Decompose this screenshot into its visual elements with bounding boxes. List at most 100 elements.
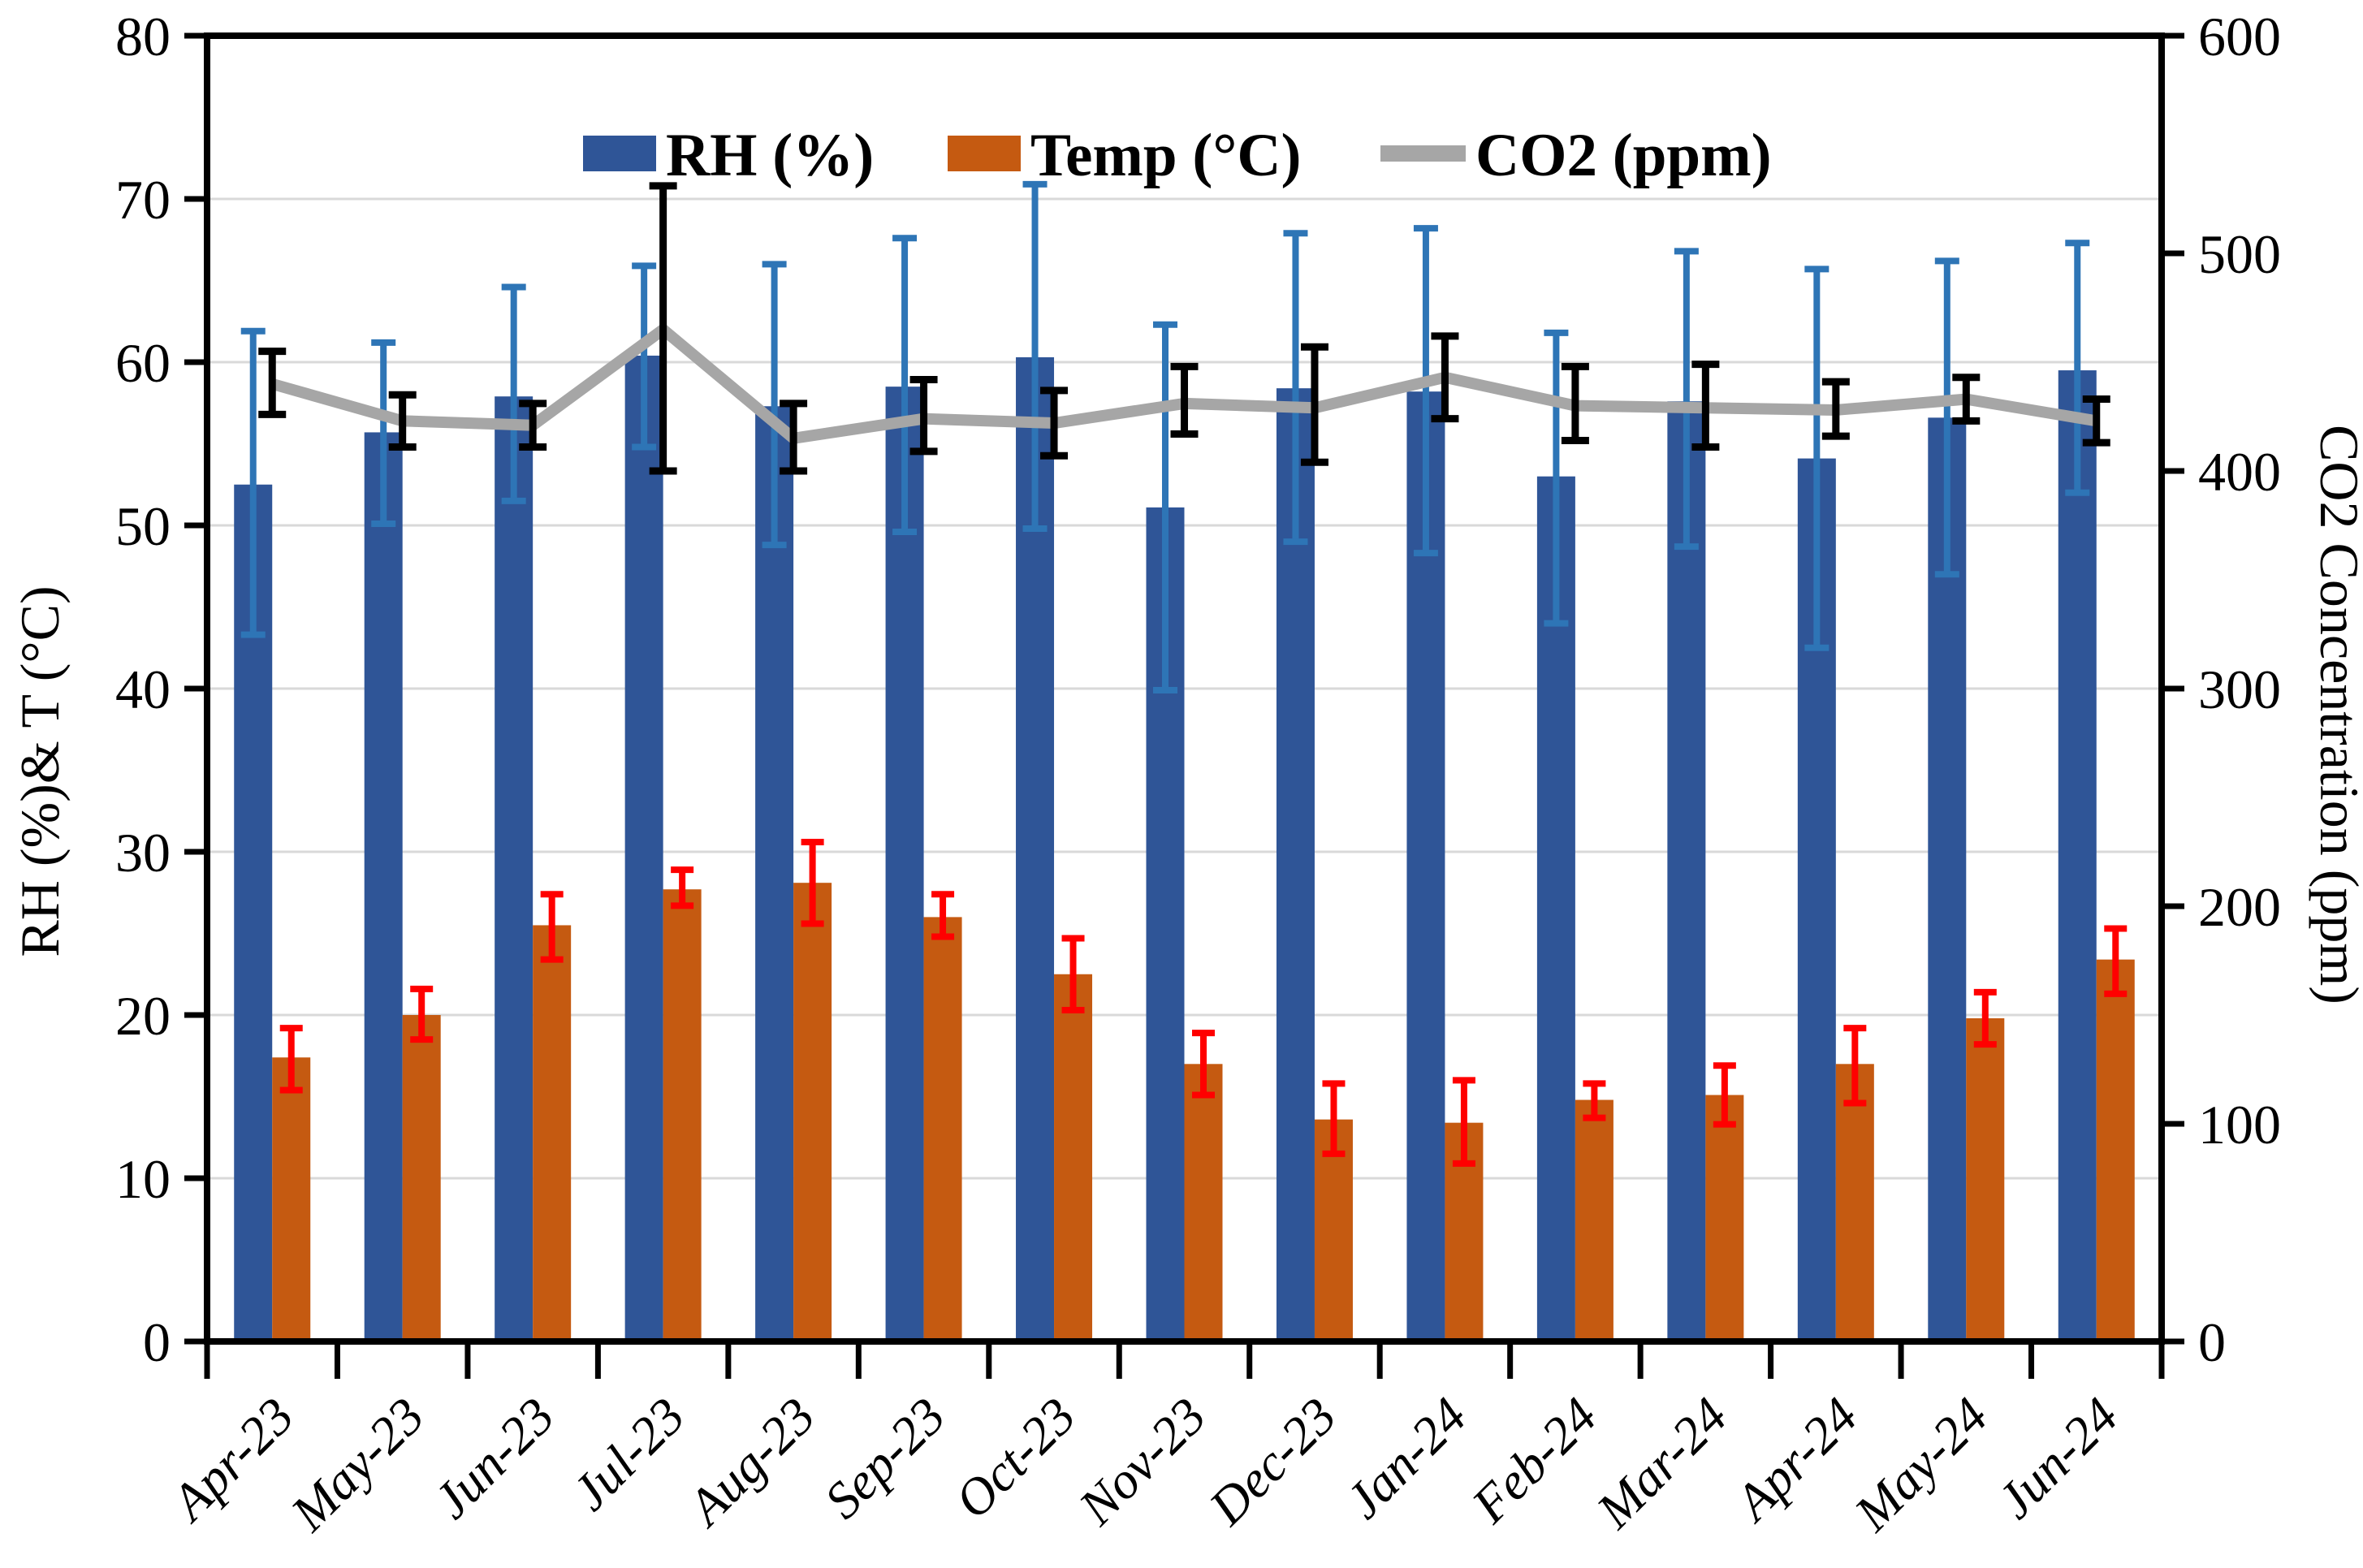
errorbar-temp-Sep-23 [931, 891, 955, 940]
y-right-tick-label-400: 400 [2198, 441, 2281, 503]
errorbar-rh-Dec-23 [1283, 230, 1308, 546]
bar-temp-Jun-23 [533, 925, 572, 1341]
x-label-Nov-23: Nov-23 [1067, 1387, 1216, 1536]
bar-temp-Feb-24 [1575, 1099, 1613, 1341]
bar-rh-Jun-24 [2058, 370, 2097, 1341]
errorbar-co2-Oct-23 [1040, 387, 1069, 460]
errorbar-rh-Apr-24 [1804, 266, 1829, 651]
x-label-Jun-23: Jun-23 [422, 1387, 565, 1530]
x-label-May-23: May-23 [279, 1387, 435, 1543]
errorbar-rh-Jul-23 [632, 262, 657, 451]
errorbar-co2-Apr-24 [1821, 378, 1850, 440]
bar-rh-Jun-23 [495, 396, 534, 1342]
bar-rh-Aug-23 [755, 406, 794, 1341]
y-left-tick-label-10: 10 [115, 1148, 171, 1210]
bar-temp-May-23 [402, 1015, 441, 1341]
y-left-tick-label-20: 20 [115, 985, 171, 1047]
y-left-tick-label-80: 80 [115, 6, 171, 67]
y-right-tick-label-0: 0 [2198, 1311, 2226, 1373]
errorbar-co2-Nov-23 [1170, 362, 1199, 438]
x-label-Jul-23: Jul-23 [561, 1387, 696, 1522]
bar-rh-Sep-23 [885, 387, 924, 1341]
y-left-tick-label-0: 0 [143, 1311, 171, 1373]
errorbar-co2-Jun-24 [2082, 395, 2110, 447]
x-label-Sep-23: Sep-23 [814, 1387, 957, 1530]
bar-temp-Apr-23 [272, 1057, 311, 1341]
errorbar-co2-Jul-23 [649, 182, 677, 475]
bar-temp-Apr-24 [1835, 1064, 1874, 1341]
bar-rh-Mar-24 [1667, 401, 1706, 1341]
legend-label-co2: CO2 (ppm) [1475, 122, 1772, 189]
x-label-May-24: May-24 [1843, 1387, 1999, 1543]
legend-swatch-rh [583, 136, 656, 171]
y-right-tick-label-200: 200 [2198, 876, 2281, 938]
y-left-tick-label-50: 50 [115, 495, 171, 557]
bar-temp-Jun-24 [2096, 959, 2135, 1341]
errorbar-co2-Jun-23 [519, 400, 547, 451]
errorbar-co2-May-23 [388, 391, 417, 451]
bar-temp-Mar-24 [1705, 1095, 1744, 1341]
bar-errorbars-layer [240, 180, 2128, 1167]
errorbar-rh-Feb-24 [1544, 329, 1569, 627]
bar-temp-Jul-23 [663, 889, 702, 1341]
errorbar-temp-Dec-23 [1322, 1080, 1346, 1157]
errorbar-rh-May-24 [1934, 257, 1959, 578]
y-right-tick-label-500: 500 [2198, 223, 2281, 285]
bar-temp-Sep-23 [923, 917, 962, 1341]
errorbar-temp-Feb-24 [1583, 1080, 1606, 1121]
errorbar-co2-Aug-23 [780, 400, 808, 475]
errorbar-co2-Mar-24 [1691, 361, 1720, 451]
x-label-Mar-24: Mar-24 [1585, 1387, 1738, 1540]
errorbar-rh-Jun-24 [2065, 240, 2090, 496]
errorbar-rh-Aug-23 [762, 261, 787, 549]
errorbar-rh-Nov-23 [1153, 321, 1177, 694]
errorbar-temp-Aug-23 [801, 838, 824, 927]
errorbar-co2-Feb-24 [1561, 362, 1589, 444]
errorbar-temp-Nov-23 [1192, 1030, 1215, 1099]
errorbar-rh-Jun-23 [501, 283, 526, 504]
errorbar-temp-Apr-24 [1843, 1025, 1867, 1107]
errorbar-rh-Apr-23 [240, 327, 266, 638]
errorbar-co2-May-24 [1952, 374, 1981, 425]
y-left-tick-label-60: 60 [115, 332, 171, 394]
y-left-tick-label-30: 30 [115, 822, 171, 883]
x-label-Jun-24: Jun-24 [1986, 1387, 2129, 1530]
errorbar-temp-May-24 [1973, 988, 1997, 1048]
bar-rh-May-23 [364, 432, 403, 1342]
bar-temp-Nov-23 [1184, 1064, 1223, 1341]
bar-temp-Aug-23 [793, 883, 832, 1341]
y-left-tick-label-70: 70 [115, 169, 171, 231]
errorbar-temp-Jun-23 [540, 891, 564, 963]
legend-label-rh: RH (%) [666, 122, 874, 189]
errorbar-co2-Jan-24 [1431, 332, 1459, 423]
y-left-tick-label-40: 40 [115, 659, 171, 720]
errorbar-co2-Apr-23 [258, 348, 287, 418]
x-label-Feb-24: Feb-24 [1460, 1387, 1608, 1535]
bar-temp-May-24 [1966, 1018, 2005, 1341]
errorbar-co2-Dec-23 [1300, 343, 1328, 466]
errorbar-co2-Sep-23 [909, 375, 938, 456]
x-label-Jan-24: Jan-24 [1334, 1387, 1477, 1530]
errorbar-temp-Jun-24 [2104, 925, 2128, 997]
axes-layer [184, 32, 2184, 1379]
errorbar-temp-May-23 [410, 985, 434, 1043]
legend-swatch-temp [948, 136, 1021, 171]
errorbar-temp-Mar-24 [1713, 1062, 1736, 1128]
left-axis-title: RH (%)& T (°C) [9, 585, 71, 957]
bar-temp-Oct-23 [1054, 974, 1093, 1341]
errorbar-rh-Jan-24 [1413, 225, 1438, 557]
errorbar-rh-Mar-24 [1674, 248, 1699, 551]
x-label-Apr-23: Apr-23 [158, 1387, 305, 1533]
errorbar-temp-Apr-23 [279, 1025, 303, 1094]
bars-layer [234, 355, 2135, 1342]
errorbar-temp-Jul-23 [671, 866, 694, 909]
bar-rh-Jul-23 [624, 355, 663, 1342]
errorbar-temp-Jan-24 [1452, 1077, 1475, 1167]
y-right-tick-label-600: 600 [2198, 6, 2281, 67]
x-label-Apr-24: Apr-24 [1721, 1387, 1868, 1533]
errorbar-rh-Oct-23 [1022, 180, 1048, 533]
errorbar-rh-Sep-23 [892, 235, 918, 536]
x-label-Dec-23: Dec-23 [1198, 1387, 1347, 1536]
